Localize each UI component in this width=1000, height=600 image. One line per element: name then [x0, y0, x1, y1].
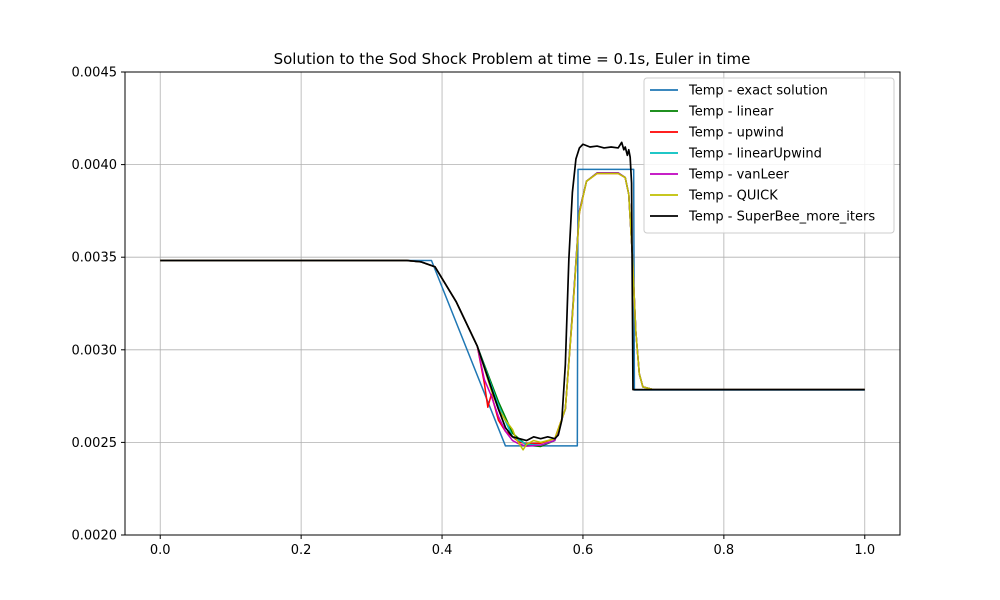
x-tick-label: 0.0 — [150, 543, 171, 558]
y-tick-label: 0.0040 — [72, 158, 118, 173]
y-tick-label: 0.0045 — [72, 66, 118, 81]
x-tick-label: 0.2 — [291, 543, 312, 558]
chart-title: Solution to the Sod Shock Problem at tim… — [274, 50, 751, 68]
y-tick-label: 0.0030 — [72, 343, 118, 358]
y-tick-label: 0.0035 — [72, 251, 118, 266]
y-tick-label: 0.0020 — [72, 529, 118, 544]
x-axis-ticks: 0.0 0.2 0.4 0.6 0.8 1.0 — [150, 535, 875, 558]
x-tick-label: 0.4 — [432, 543, 453, 558]
x-tick-label: 0.6 — [573, 543, 594, 558]
x-tick-label: 0.8 — [714, 543, 735, 558]
axes-frame — [124, 71, 901, 536]
legend-label: Temp - SuperBee_more_iters — [688, 210, 875, 225]
series-line — [160, 168, 865, 447]
legend-box — [643, 77, 895, 234]
legend-label: Temp - upwind — [688, 126, 784, 141]
legend-label: Temp - linear — [688, 105, 774, 120]
y-tick-label: 0.0025 — [72, 436, 118, 451]
x-tick-label: 1.0 — [854, 543, 875, 558]
legend-label: Temp - vanLeer — [688, 168, 790, 183]
y-axis-ticks: 0.0020 0.0025 0.0030 0.0035 0.0040 0.0045 — [72, 66, 125, 544]
series-line — [160, 141, 865, 442]
legend-label: Temp - linearUpwind — [688, 147, 822, 162]
legend-label: Temp - QUICK — [688, 189, 778, 204]
series-lines — [160, 141, 865, 451]
legend: Temp - exact solution Temp - linear Temp -… — [643, 77, 895, 234]
legend-label: Temp - exact solution — [688, 84, 828, 99]
